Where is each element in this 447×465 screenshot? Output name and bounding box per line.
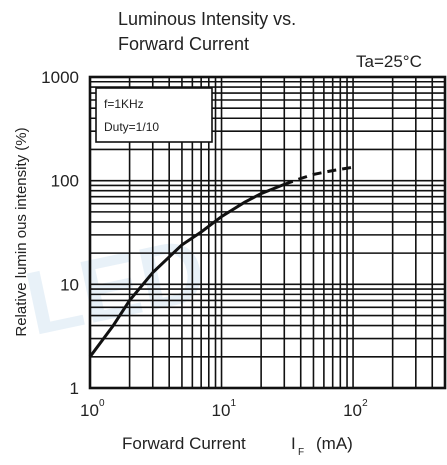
x-tick-exponent: 1 [231,398,237,409]
y-tick-label: 10 [60,275,79,294]
x-tick-exponent: 2 [362,398,368,409]
y-tick-label: 1000 [41,68,79,87]
temperature-condition: Ta=25°C [356,52,422,71]
x-tick-label: 10 [212,401,231,420]
x-tick-labels: 10 0 10 1 10 2 [80,398,368,420]
y-axis-label: Relative lumin ous intensity (%) [13,127,30,336]
legend-duty: Duty=1/10 [104,120,159,134]
chart-title-line-1: Luminous Intensity vs. [118,9,296,29]
curve-layer [88,165,354,358]
x-axis-label-symbol: I [291,434,296,453]
x-axis-label-text: Forward Current [122,434,246,453]
x-tick-label: 10 [80,401,99,420]
series-line-solid [88,183,285,358]
legend-box [95,87,213,143]
x-tick-label: 10 [343,401,362,420]
x-axis-label: Forward Current I F (mA) [122,434,353,458]
watermark: LED [17,220,214,355]
y-tick-label: 100 [51,172,79,191]
plot-frame [88,75,447,390]
x-tick-exponent: 0 [99,398,105,409]
x-axis-label-unit: (mA) [316,434,353,453]
legend-frequency: f=1KHz [104,97,144,111]
y-tick-labels: 1 10 100 1000 [41,68,79,398]
chart-title-line-2: Forward Current [118,34,249,54]
series-line-dashed [283,165,354,186]
legend: f=1KHz Duty=1/10 [95,87,213,143]
x-axis-label-subscript: F [298,447,304,458]
y-tick-label: 1 [70,379,79,398]
